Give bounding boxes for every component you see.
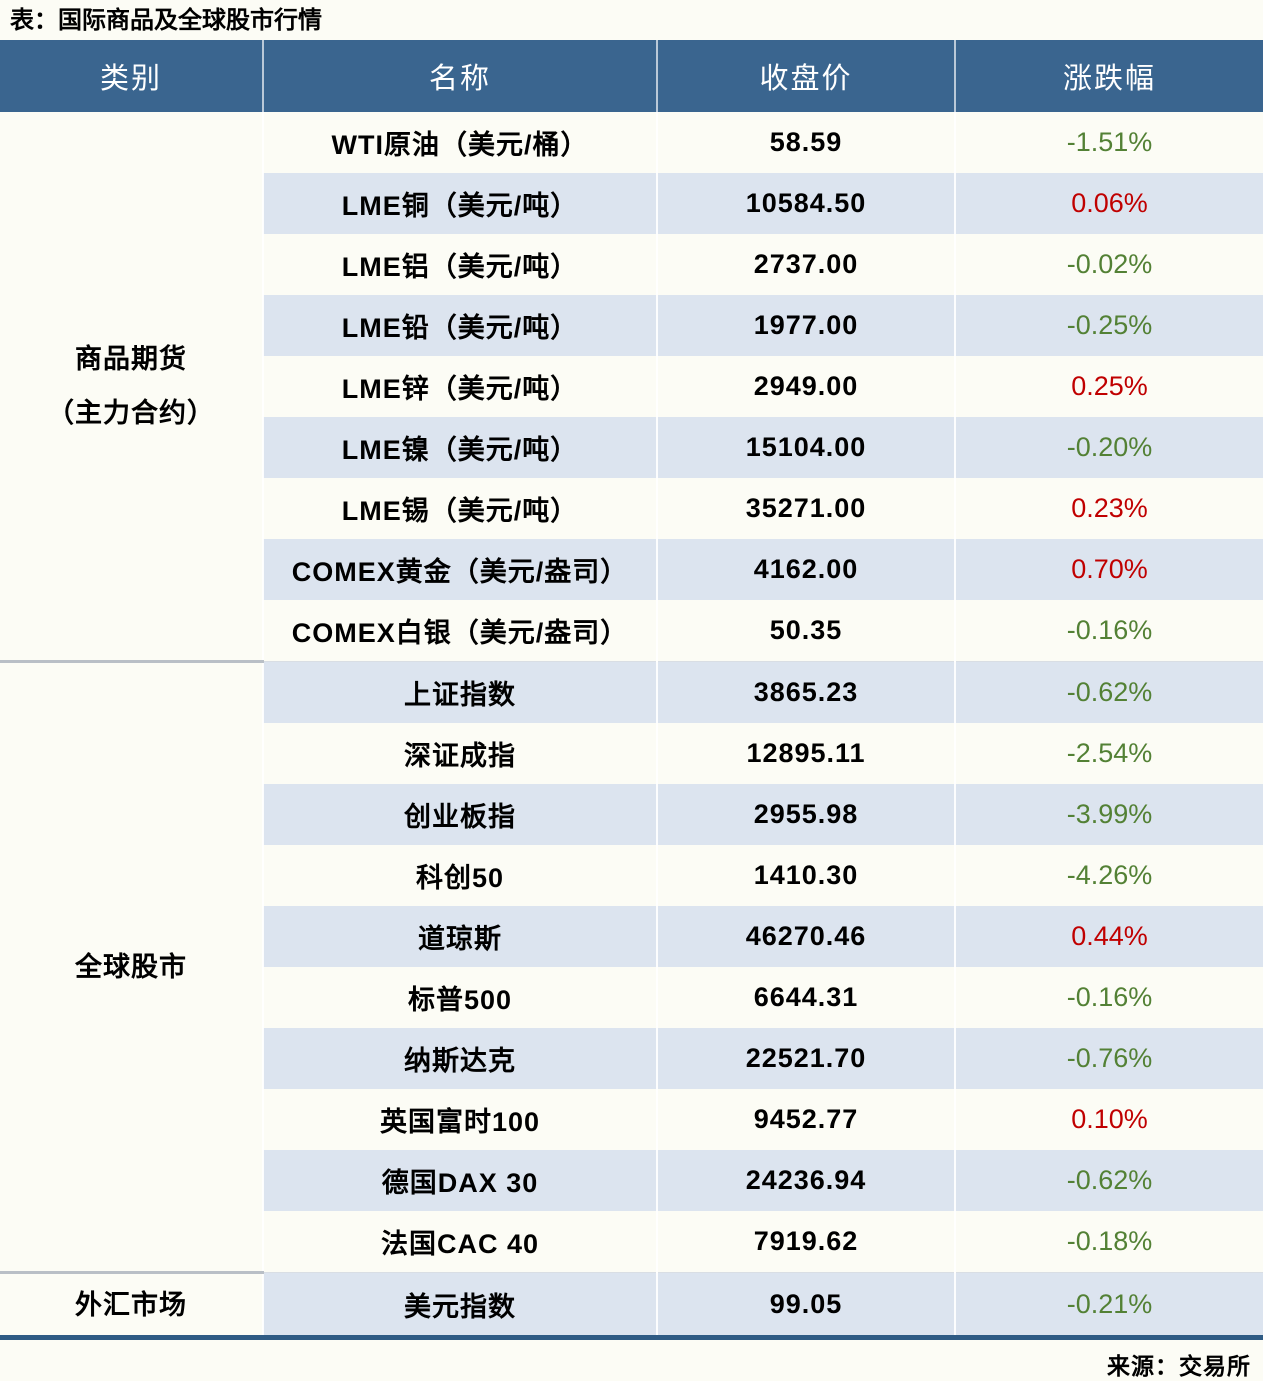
name-cell: COMEX黄金（美元/盎司） <box>262 539 657 600</box>
name-cell: LME铝（美元/吨） <box>262 234 657 295</box>
table-row: 科创50 1410.30 -4.26% <box>0 845 1263 906</box>
table-row: 深证成指 12895.11 -2.54% <box>0 723 1263 784</box>
table-row: 商品期货 （主力合约） WTI原油（美元/桶） 58.59 -1.51% <box>0 112 1263 662</box>
table-row: LME铝（美元/吨） 2737.00 -0.02% <box>0 234 1263 295</box>
change-cell: 0.10% <box>954 1089 1263 1150</box>
table-row: 道琼斯 46270.46 0.44% <box>0 906 1263 967</box>
category-line: （主力合约） <box>47 398 215 428</box>
name-cell: LME锡（美元/吨） <box>262 478 657 539</box>
change-cell: -3.99% <box>954 784 1263 845</box>
change-cell: -0.21% <box>954 1272 1263 1340</box>
table-row: 英国富时100 9452.77 0.10% <box>0 1089 1263 1150</box>
column-header-close: 收盘价 <box>656 40 955 112</box>
name-cell: LME铜（美元/吨） <box>262 173 657 234</box>
name-cell: 标普500 <box>262 967 657 1028</box>
change-cell: -0.62% <box>954 1150 1263 1211</box>
name-cell: 德国DAX 30 <box>262 1150 657 1211</box>
change-cell: 0.44% <box>954 906 1263 967</box>
column-header-name: 名称 <box>262 40 657 112</box>
column-header-category: 类别 <box>0 40 263 112</box>
change-cell: 0.70% <box>954 539 1263 600</box>
market-quotes-table: 类别 名称 收盘价 涨跌幅 商品期货 （主力合约） WTI原油（美元/桶） 58… <box>0 40 1263 1340</box>
close-cell: 12895.11 <box>656 723 955 784</box>
change-cell: 0.06% <box>954 173 1263 234</box>
category-line: 外汇市场 <box>75 1289 187 1320</box>
name-cell: 美元指数 <box>262 1272 657 1340</box>
close-cell: 1977.00 <box>656 295 955 356</box>
close-cell: 46270.46 <box>656 906 955 967</box>
close-cell: 15104.00 <box>656 417 955 478</box>
name-cell: WTI原油（美元/桶） <box>262 112 657 173</box>
name-cell: LME镍（美元/吨） <box>262 417 657 478</box>
table-row: 全球股市 上证指数 3865.23 -0.62% <box>0 660 1263 1273</box>
close-cell: 1410.30 <box>656 845 955 906</box>
name-cell: 深证成指 <box>262 723 657 784</box>
close-cell: 2737.00 <box>656 234 955 295</box>
header-row: 类别 名称 收盘价 涨跌幅 <box>0 40 1263 112</box>
close-cell: 35271.00 <box>656 478 955 539</box>
category-cell-global-stocks: 全球股市 <box>0 660 263 1273</box>
close-cell: 10584.50 <box>656 173 955 234</box>
table-title: 表：国际商品及全球股市行情 <box>10 7 322 34</box>
close-cell: 58.59 <box>656 112 955 173</box>
close-cell: 2949.00 <box>656 356 955 417</box>
change-cell: 0.23% <box>954 478 1263 539</box>
close-cell: 22521.70 <box>656 1028 955 1089</box>
close-cell: 24236.94 <box>656 1150 955 1211</box>
change-cell: -0.16% <box>954 967 1263 1028</box>
name-cell: LME锌（美元/吨） <box>262 356 657 417</box>
table-row: 纳斯达克 22521.70 -0.76% <box>0 1028 1263 1089</box>
column-header-change: 涨跌幅 <box>954 40 1263 112</box>
name-cell: 英国富时100 <box>262 1089 657 1150</box>
close-cell: 99.05 <box>656 1272 955 1340</box>
category-line: 全球股市 <box>75 952 187 982</box>
change-cell: 0.25% <box>954 356 1263 417</box>
name-cell: LME铅（美元/吨） <box>262 295 657 356</box>
close-cell: 7919.62 <box>656 1211 955 1273</box>
close-cell: 3865.23 <box>656 661 955 723</box>
change-cell: -0.02% <box>954 234 1263 295</box>
change-cell: -0.25% <box>954 295 1263 356</box>
change-cell: -4.26% <box>954 845 1263 906</box>
table-row: 德国DAX 30 24236.94 -0.62% <box>0 1150 1263 1211</box>
table-row: COMEX黄金（美元/盎司） 4162.00 0.70% <box>0 539 1263 600</box>
change-cell: -1.51% <box>954 112 1263 173</box>
table-row: LME镍（美元/吨） 15104.00 -0.20% <box>0 417 1263 478</box>
change-cell: -0.16% <box>954 600 1263 662</box>
table-row: LME铅（美元/吨） 1977.00 -0.25% <box>0 295 1263 356</box>
table-row: COMEX白银（美元/盎司） 50.35 -0.16% <box>0 600 1263 662</box>
table-row: LME锌（美元/吨） 2949.00 0.25% <box>0 356 1263 417</box>
table-row: 创业板指 2955.98 -3.99% <box>0 784 1263 845</box>
name-cell: 道琼斯 <box>262 906 657 967</box>
category-cell-forex: 外汇市场 <box>0 1271 263 1340</box>
table-row: 标普500 6644.31 -0.16% <box>0 967 1263 1028</box>
source-label: 来源：交易所 <box>1107 1353 1251 1379</box>
change-cell: -0.20% <box>954 417 1263 478</box>
name-cell: 上证指数 <box>262 661 657 723</box>
close-cell: 50.35 <box>656 600 955 662</box>
name-cell: COMEX白银（美元/盎司） <box>262 600 657 662</box>
category-line: 商品期货 <box>75 344 187 374</box>
table-row: 外汇市场 美元指数 99.05 -0.21% <box>0 1271 1263 1340</box>
close-cell: 6644.31 <box>656 967 955 1028</box>
change-cell: -0.18% <box>954 1211 1263 1273</box>
name-cell: 创业板指 <box>262 784 657 845</box>
table-row: 法国CAC 40 7919.62 -0.18% <box>0 1211 1263 1273</box>
name-cell: 法国CAC 40 <box>262 1211 657 1273</box>
close-cell: 2955.98 <box>656 784 955 845</box>
close-cell: 9452.77 <box>656 1089 955 1150</box>
change-cell: -2.54% <box>954 723 1263 784</box>
category-cell-commodities: 商品期货 （主力合约） <box>0 112 263 662</box>
name-cell: 科创50 <box>262 845 657 906</box>
change-cell: -0.62% <box>954 661 1263 723</box>
name-cell: 纳斯达克 <box>262 1028 657 1089</box>
table-row: LME锡（美元/吨） 35271.00 0.23% <box>0 478 1263 539</box>
table-row: LME铜（美元/吨） 10584.50 0.06% <box>0 173 1263 234</box>
change-cell: -0.76% <box>954 1028 1263 1089</box>
close-cell: 4162.00 <box>656 539 955 600</box>
